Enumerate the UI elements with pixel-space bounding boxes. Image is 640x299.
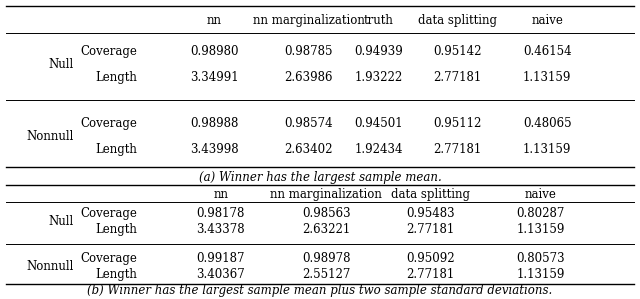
Text: nn: nn bbox=[213, 188, 228, 201]
Text: Null: Null bbox=[49, 215, 74, 228]
Text: naive: naive bbox=[531, 14, 563, 27]
Text: 0.98978: 0.98978 bbox=[302, 252, 351, 265]
Text: 1.13159: 1.13159 bbox=[523, 143, 572, 156]
Text: 0.94939: 0.94939 bbox=[355, 45, 403, 58]
Text: 2.55127: 2.55127 bbox=[302, 268, 351, 281]
Text: Length: Length bbox=[96, 143, 138, 156]
Text: 0.46154: 0.46154 bbox=[523, 45, 572, 58]
Text: 2.77181: 2.77181 bbox=[406, 268, 454, 281]
Text: 3.43378: 3.43378 bbox=[196, 223, 245, 236]
Text: 0.98563: 0.98563 bbox=[302, 208, 351, 220]
Text: 1.13159: 1.13159 bbox=[523, 71, 572, 83]
Text: nn marginalization: nn marginalization bbox=[271, 188, 382, 201]
Text: Nonnull: Nonnull bbox=[26, 260, 74, 273]
Text: 2.63221: 2.63221 bbox=[302, 223, 351, 236]
Text: Length: Length bbox=[96, 71, 138, 83]
Text: (a) Winner has the largest sample mean.: (a) Winner has the largest sample mean. bbox=[198, 171, 442, 184]
Text: 0.94501: 0.94501 bbox=[355, 117, 403, 130]
Text: 3.34991: 3.34991 bbox=[190, 71, 239, 83]
Text: 0.95112: 0.95112 bbox=[433, 117, 482, 130]
Text: 2.63402: 2.63402 bbox=[284, 143, 333, 156]
Text: 2.77181: 2.77181 bbox=[433, 71, 482, 83]
Text: 0.95092: 0.95092 bbox=[406, 252, 454, 265]
Text: truth: truth bbox=[364, 14, 394, 27]
Text: 2.77181: 2.77181 bbox=[406, 223, 454, 236]
Text: 1.13159: 1.13159 bbox=[516, 223, 565, 236]
Text: 0.98980: 0.98980 bbox=[190, 45, 239, 58]
Text: 0.80287: 0.80287 bbox=[516, 208, 565, 220]
Text: Coverage: Coverage bbox=[81, 208, 138, 220]
Text: Nonnull: Nonnull bbox=[26, 130, 74, 143]
Text: Length: Length bbox=[96, 268, 138, 281]
Text: 0.80573: 0.80573 bbox=[516, 252, 565, 265]
Text: 0.48065: 0.48065 bbox=[523, 117, 572, 130]
Text: 2.63986: 2.63986 bbox=[284, 71, 333, 83]
Text: 3.43998: 3.43998 bbox=[190, 143, 239, 156]
Text: 0.98785: 0.98785 bbox=[284, 45, 333, 58]
Text: 3.40367: 3.40367 bbox=[196, 268, 245, 281]
Text: nn marginalization: nn marginalization bbox=[253, 14, 364, 27]
Text: 0.98988: 0.98988 bbox=[190, 117, 239, 130]
Text: Length: Length bbox=[96, 223, 138, 236]
Text: 0.95142: 0.95142 bbox=[433, 45, 482, 58]
Text: 1.13159: 1.13159 bbox=[516, 268, 565, 281]
Text: Coverage: Coverage bbox=[81, 252, 138, 265]
Text: Null: Null bbox=[49, 58, 74, 71]
Text: nn: nn bbox=[207, 14, 222, 27]
Text: 0.98574: 0.98574 bbox=[284, 117, 333, 130]
Text: Coverage: Coverage bbox=[81, 117, 138, 130]
Text: 0.95483: 0.95483 bbox=[406, 208, 454, 220]
Text: 0.98178: 0.98178 bbox=[196, 208, 245, 220]
Text: naive: naive bbox=[525, 188, 557, 201]
Text: data splitting: data splitting bbox=[418, 14, 497, 27]
Text: 1.92434: 1.92434 bbox=[355, 143, 403, 156]
Text: 2.77181: 2.77181 bbox=[433, 143, 482, 156]
Text: (b) Winner has the largest sample mean plus two sample standard deviations.: (b) Winner has the largest sample mean p… bbox=[88, 283, 552, 297]
Text: 0.99187: 0.99187 bbox=[196, 252, 245, 265]
Text: Coverage: Coverage bbox=[81, 45, 138, 58]
Text: 1.93222: 1.93222 bbox=[355, 71, 403, 83]
Text: data splitting: data splitting bbox=[390, 188, 470, 201]
